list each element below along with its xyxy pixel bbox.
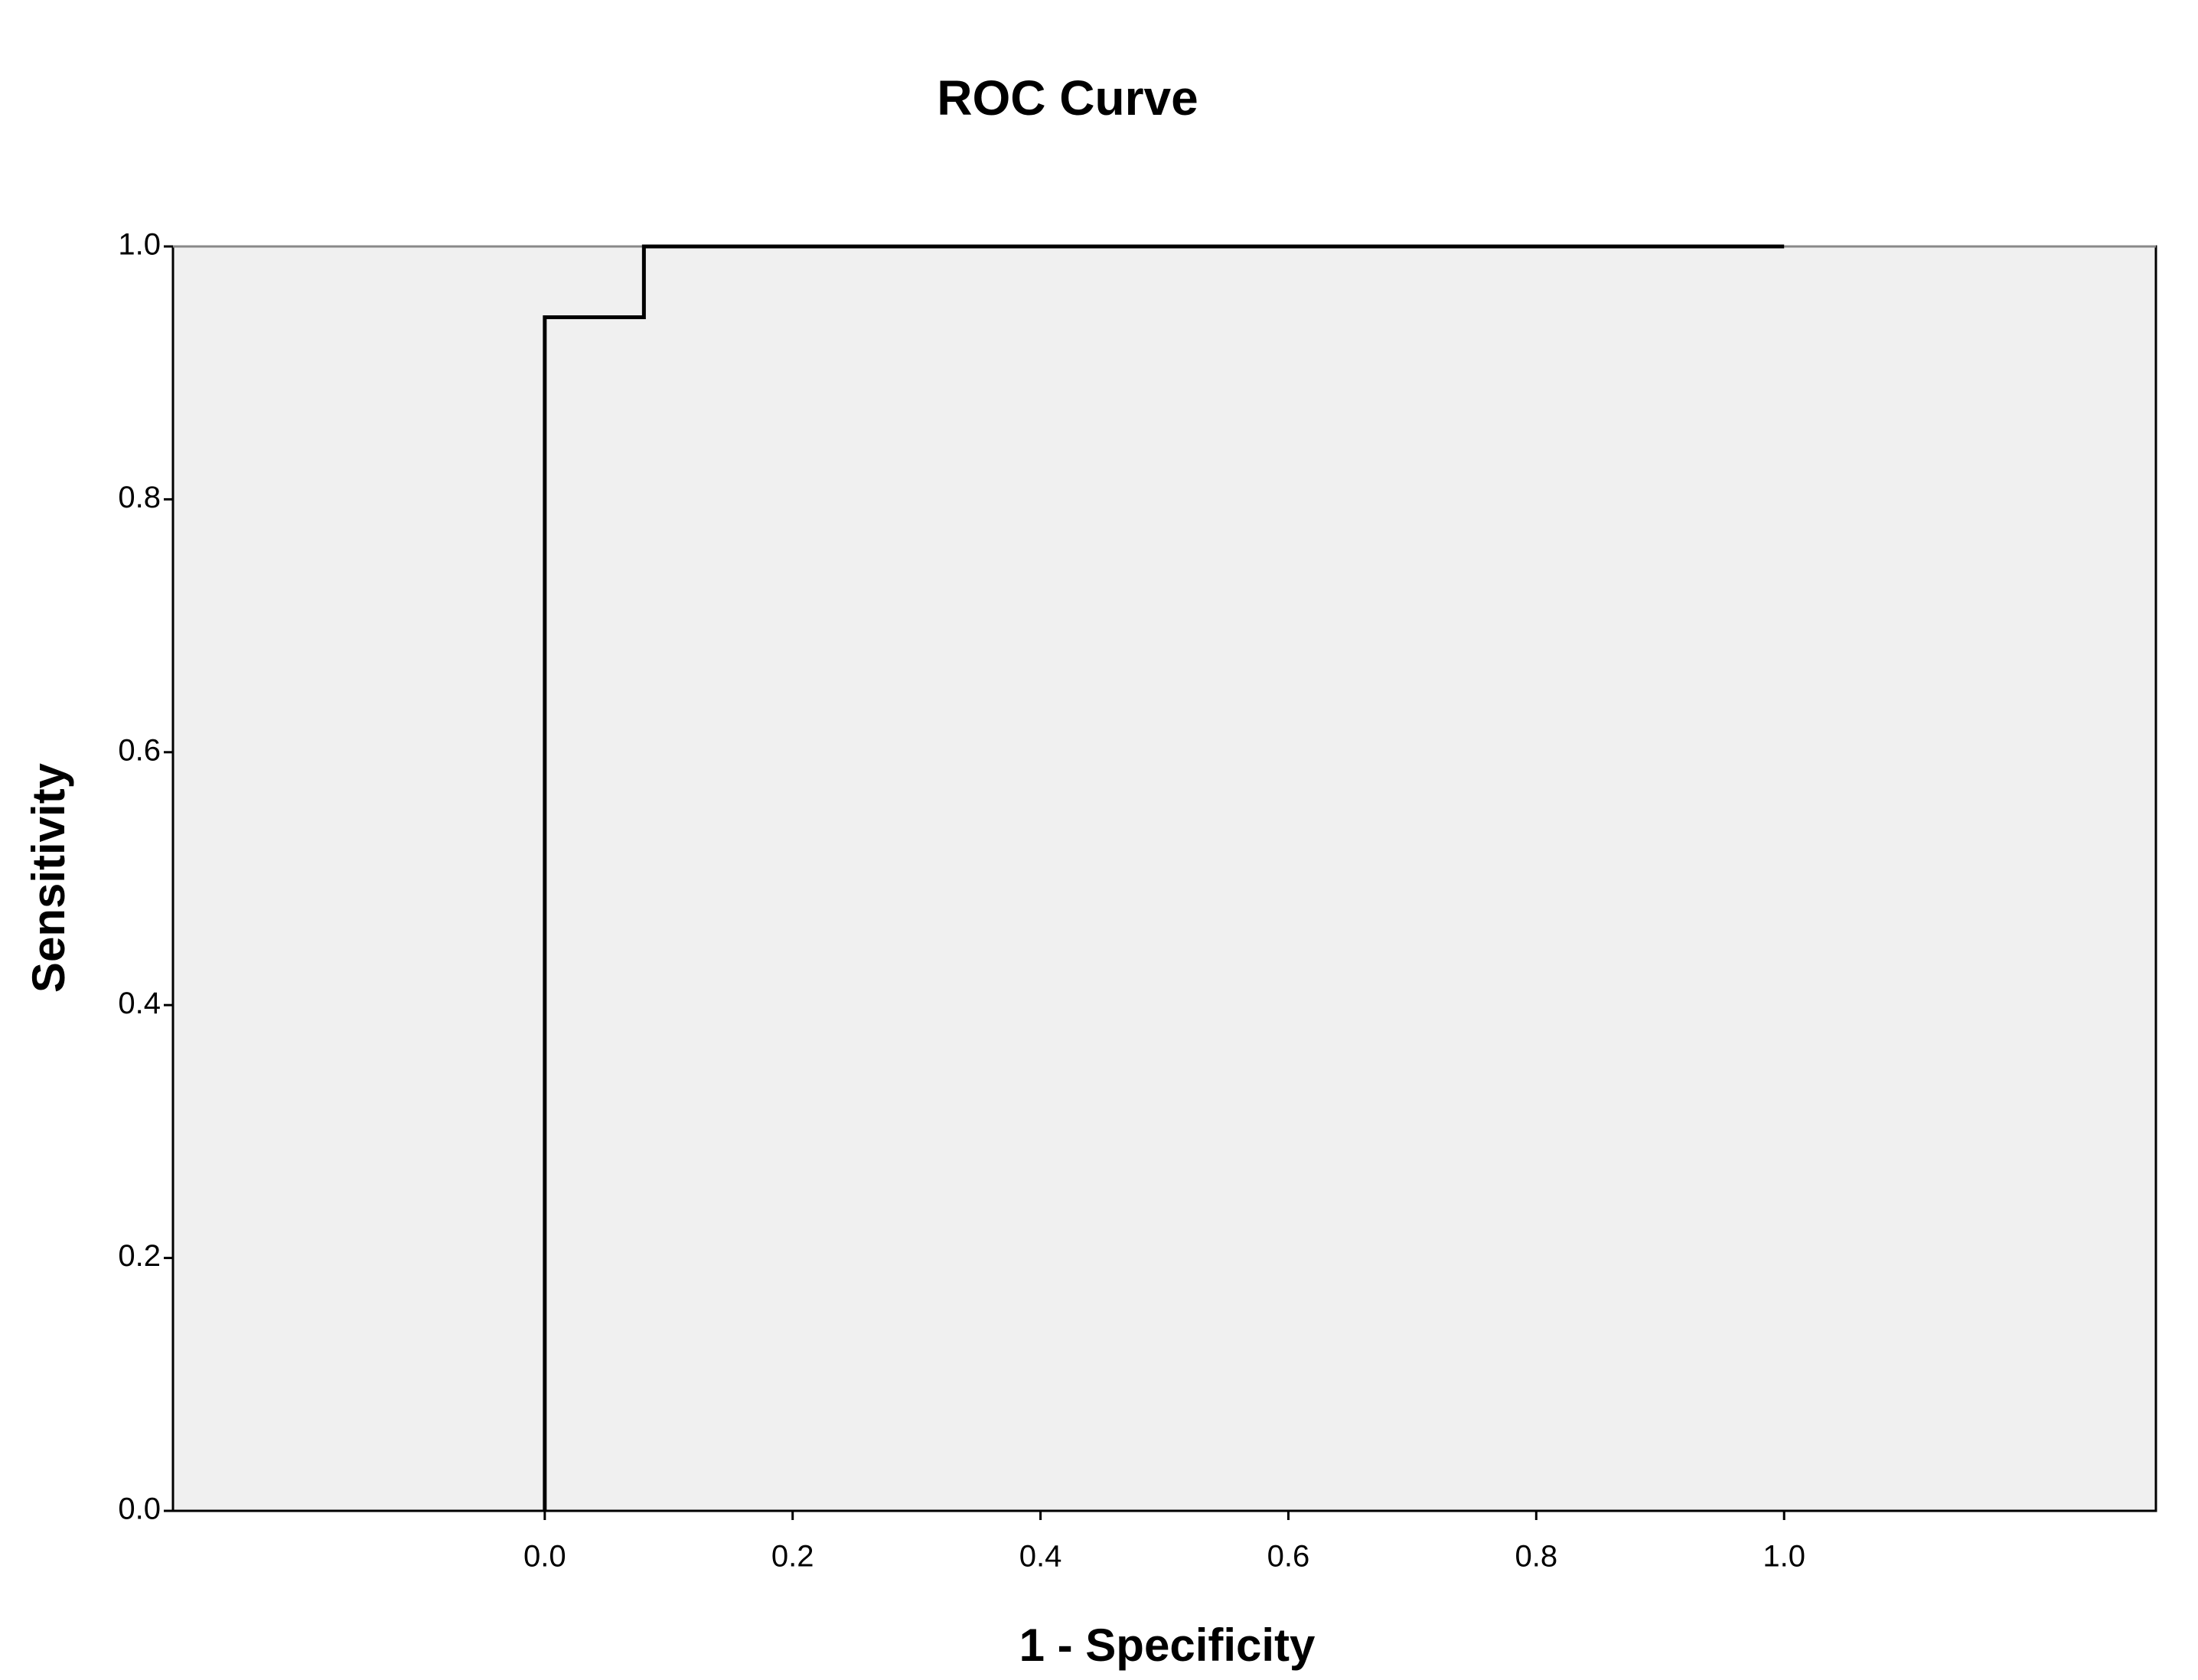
y-tick-label: 0.4 — [118, 987, 161, 1020]
y-tick-label: 0.8 — [118, 481, 161, 514]
x-tick-label: 0.0 — [523, 1540, 566, 1574]
x-tick-label: 0.2 — [771, 1540, 814, 1574]
x-tick-label: 0.4 — [1019, 1540, 1062, 1574]
y-axis-label: Sensitivity — [23, 762, 74, 993]
x-tick-label: 0.8 — [1515, 1540, 1558, 1574]
roc-line — [543, 244, 1785, 1511]
x-tick-label: 0.6 — [1267, 1540, 1310, 1574]
x-axis-label: 1 - Specificity — [1019, 1620, 1316, 1671]
y-tick-label: 0.0 — [118, 1492, 161, 1526]
x-tick-label: 1.0 — [1763, 1540, 1805, 1574]
plot-area — [173, 246, 2156, 1511]
y-tick-label: 0.2 — [118, 1239, 161, 1273]
chart-title: ROC Curve — [937, 70, 1198, 126]
y-tick-label: 1.0 — [118, 228, 161, 262]
y-tick-label: 0.6 — [118, 733, 161, 767]
